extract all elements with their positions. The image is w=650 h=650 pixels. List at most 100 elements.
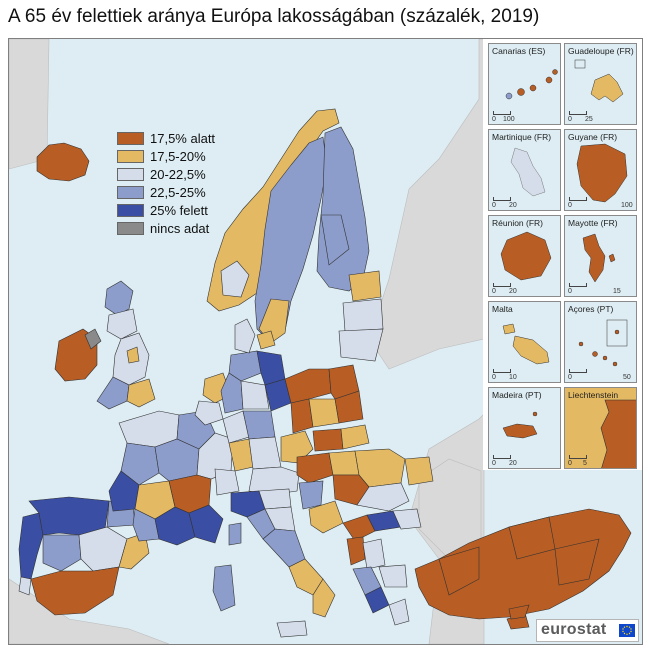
inset-shape [510,147,546,197]
scale-bar [493,369,511,373]
legend-swatch [117,167,144,181]
inset-shape [505,69,558,100]
scale-zero: 0 [492,288,496,295]
legend-label: 17,5-20% [150,148,206,164]
inset-malta: Malta 0 10 [488,301,561,383]
scale-value: 10 [509,374,517,381]
region-sweden [254,136,328,344]
eu-flag-icon [619,624,635,637]
legend-label: 22,5-25% [150,184,206,200]
inset-shape [574,59,624,103]
inset-liechtenstein: Liechtenstein 0 5 [564,387,637,469]
region-central-east [280,364,370,464]
inset-label: Liechtenstein [568,390,619,400]
scale-bar [493,111,511,115]
inset-shape [502,323,550,365]
inset-label: Malta [492,304,513,314]
legend-swatch [117,131,144,145]
scale-zero: 0 [568,460,572,467]
inset-label: Réunion (FR) [492,218,544,228]
inset-shape [582,233,616,283]
legend-item: 17,5-20% [117,147,215,165]
scale-value: 100 [621,202,633,209]
scale-value: 20 [509,202,517,209]
region-iceland [36,142,90,182]
legend-item: 17,5% alatt [117,129,215,147]
scale-bar [569,111,587,115]
inset-label: Canarias (ES) [492,46,546,56]
inset-shape [576,143,628,203]
region-uk [84,280,156,410]
region-south-east [296,448,434,626]
legend-swatch [117,185,144,199]
region-cyprus [508,604,530,620]
region-finland [316,126,370,292]
europe-map [9,39,642,644]
scale-zero: 0 [568,116,572,123]
region-italy [212,488,336,638]
legend-label: 17,5% alatt [150,130,216,146]
legend-label: 25% felett [150,202,208,218]
inset-reunion: Réunion (FR) 0 20 [488,215,561,297]
eurostat-logo: eurostat [536,619,639,642]
map-frame: 17,5% alatt 17,5-20% 20-22,5% 22,5-25% 2… [8,38,643,645]
inset-shape [578,319,628,367]
map-title: A 65 év felettiek aránya Európa lakosság… [8,6,540,27]
scale-zero: 0 [568,374,572,381]
scale-bar [569,455,587,459]
scale-value: 100 [503,116,515,123]
legend-label: 20-22,5% [150,166,206,182]
region-turkey [414,508,632,630]
inset-label: Mayotte (FR) [568,218,618,228]
scale-value: 20 [509,460,517,467]
region-denmark [234,318,276,354]
scale-value: 5 [583,460,587,467]
map-legend: 17,5% alatt 17,5-20% 20-22,5% 22,5-25% 2… [117,129,215,237]
region-ireland [54,328,98,382]
scale-value: 50 [623,374,631,381]
inset-label: Madeira (PT) [492,390,542,400]
legend-swatch [117,149,144,163]
inset-shape [500,231,552,281]
inset-label: Guadeloupe (FR) [568,46,634,56]
region-alps [214,466,300,496]
scale-zero: 0 [568,288,572,295]
legend-item: 22,5-25% [117,183,215,201]
scale-zero: 0 [492,374,496,381]
scale-value: 25 [585,116,593,123]
legend-item: 25% felett [117,201,215,219]
scale-value: 15 [613,288,621,295]
region-germany [220,350,292,472]
inset-shape [600,399,636,468]
legend-swatch [117,221,144,235]
scale-zero: 0 [492,460,496,467]
region-france [108,410,242,546]
legend-swatch [117,203,144,217]
scale-bar [493,455,511,459]
region-spain [28,496,150,616]
scale-zero: 0 [492,202,496,209]
logo-text: eurostat [541,621,607,638]
non-eu-land [9,39,530,644]
inset-shape [502,411,538,439]
scale-zero: 0 [568,202,572,209]
inset-guadeloupe: Guadeloupe (FR) 0 25 [564,43,637,125]
inset-guyane: Guyane (FR) 0 100 [564,129,637,211]
scale-bar [569,369,587,373]
scale-bar [493,197,511,201]
inset-canarias: Canarias (ES) 0 100 [488,43,561,125]
inset-label: Martinique (FR) [492,132,552,142]
scale-value: 20 [509,288,517,295]
scale-bar [569,197,587,201]
legend-item: nincs adat [117,219,215,237]
scale-bar [569,283,587,287]
legend-item: 20-22,5% [117,165,215,183]
region-baltics [338,270,384,362]
inset-acores: Açores (PT) 0 50 [564,301,637,383]
inset-mayotte: Mayotte (FR) 0 15 [564,215,637,297]
inset-martinique: Martinique (FR) 0 20 [488,129,561,211]
inset-label: Guyane (FR) [568,132,618,142]
inset-label: Açores (PT) [568,304,614,314]
inset-madeira: Madeira (PT) 0 20 [488,387,561,469]
scale-zero: 0 [492,116,496,123]
